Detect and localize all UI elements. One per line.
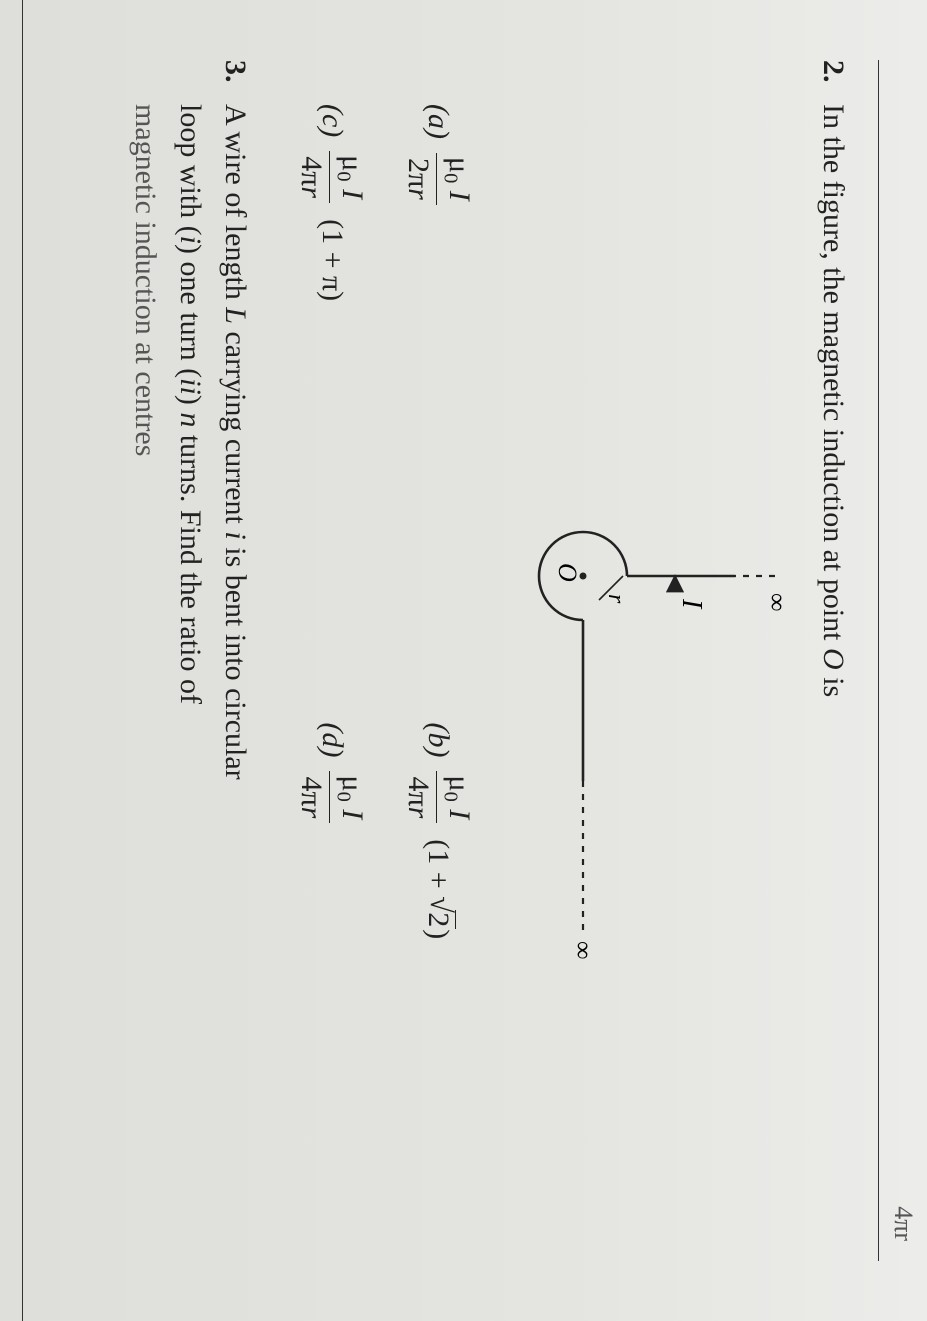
current-label: I xyxy=(676,598,707,610)
q3-text: A wire of length L carrying current i is… xyxy=(123,104,258,1261)
option-d: (d) μ0 I 4πr xyxy=(296,723,369,1262)
option-a: (a) μ0 I 2πr xyxy=(402,104,475,643)
option-d-fraction: μ0 I 4πr xyxy=(296,771,369,823)
page-header-fragment: 4πr xyxy=(884,1206,923,1241)
q3-number: 3. xyxy=(213,60,258,104)
top-rule xyxy=(878,60,879,1261)
q2-text: In the figure, the magnetic induction at… xyxy=(811,104,856,1261)
option-b-label: (b) xyxy=(416,723,461,758)
option-a-label: (a) xyxy=(416,104,461,139)
option-c-fraction: μ0 I 4πr xyxy=(296,151,369,203)
bottom-rule xyxy=(22,0,23,1321)
option-b: (b) μ0 I 4πr (1 + 2) xyxy=(402,723,475,1262)
q3-cutoff-line: magnetic induction at centres xyxy=(129,104,162,456)
infinity-right: ∞ xyxy=(569,941,598,960)
infinity-left: ∞ xyxy=(763,593,792,612)
figure: ∞ ∞ I r O xyxy=(503,60,793,1261)
options-grid: (a) μ0 I 2πr (b) μ0 I 4πr (1 + 2) xyxy=(296,104,475,1261)
option-a-fraction: μ0 I 2πr xyxy=(402,153,475,205)
q2-text-part2: is xyxy=(817,670,850,698)
option-c-label: (c) xyxy=(310,104,355,137)
option-d-label: (d) xyxy=(310,723,355,758)
center-label: O xyxy=(553,563,582,582)
question-2: 2. In the figure, the magnetic induction… xyxy=(811,60,856,1261)
q2-number: 2. xyxy=(811,60,856,104)
option-c-suffix: (1 + π) xyxy=(310,219,355,301)
wire-diagram: ∞ ∞ I r O xyxy=(503,341,793,981)
q2-text-part1: In the figure, the magnetic induction at… xyxy=(817,104,850,648)
option-b-suffix: (1 + 2) xyxy=(416,839,461,939)
option-b-fraction: μ0 I 4πr xyxy=(402,771,475,823)
q2-point-O: O xyxy=(817,648,850,670)
option-c: (c) μ0 I 4πr (1 + π) xyxy=(296,104,369,643)
question-3: 3. A wire of length L carrying current i… xyxy=(123,60,258,1261)
radius-label: r xyxy=(603,594,629,604)
